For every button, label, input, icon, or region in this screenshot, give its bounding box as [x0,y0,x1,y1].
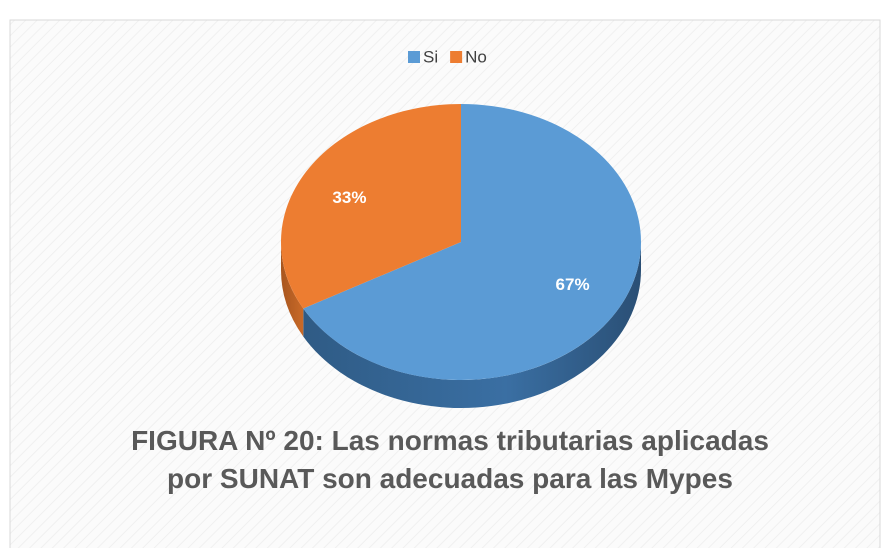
chart-title: FIGURA Nº 20: Las normas tributarias apl… [131,425,769,494]
slice [280,104,461,309]
legend-swatch [450,51,463,63]
legend-label: Si [423,47,438,66]
data-label: 33% [332,188,366,207]
slice-side [303,242,641,408]
legend-swatch [408,51,420,63]
slice-side [281,242,304,337]
legend-label: No [465,47,487,66]
slice [303,104,641,380]
data-label: 67% [556,275,590,294]
